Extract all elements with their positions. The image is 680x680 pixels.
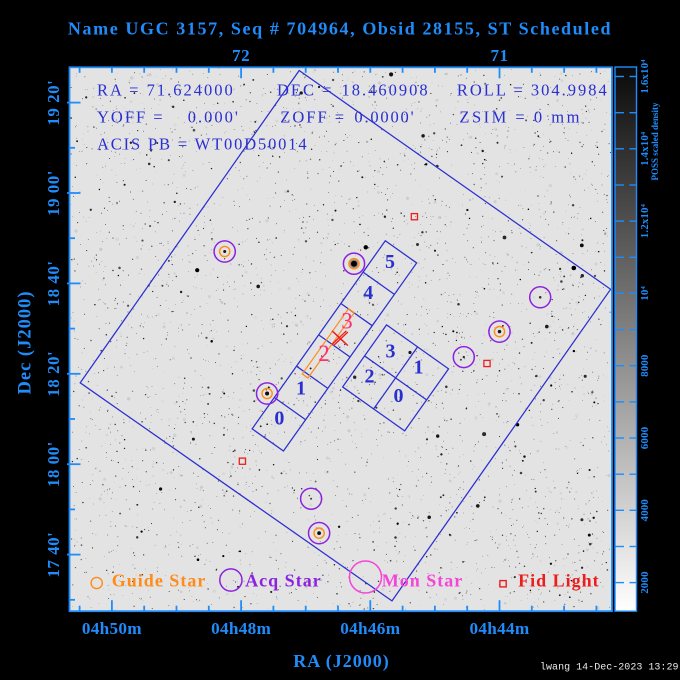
svg-text:18 00': 18 00' [44, 441, 63, 487]
svg-text:ROLL = 304.9984: ROLL = 304.9984 [457, 81, 609, 100]
svg-text:Acq Star: Acq Star [245, 571, 322, 591]
svg-text:71: 71 [491, 46, 509, 65]
svg-text:5: 5 [385, 251, 395, 273]
svg-text:17 40': 17 40' [44, 532, 63, 578]
svg-text:72: 72 [232, 46, 250, 65]
svg-text:0.000': 0.000' [188, 108, 240, 127]
svg-text:0: 0 [274, 408, 284, 430]
svg-text:04h44m: 04h44m [469, 619, 529, 638]
svg-text:1: 1 [414, 357, 424, 379]
svg-text:3: 3 [386, 341, 396, 363]
svg-text:Mon Star: Mon Star [382, 571, 464, 591]
svg-text:6000: 6000 [639, 426, 651, 449]
svg-text:04h48m: 04h48m [211, 619, 271, 638]
svg-text:1: 1 [296, 378, 306, 400]
svg-text:8000: 8000 [639, 354, 651, 377]
svg-text:Guide Star: Guide Star [112, 571, 207, 591]
svg-text:2: 2 [365, 366, 375, 388]
svg-text:3: 3 [341, 309, 353, 334]
svg-text:18 40': 18 40' [44, 260, 63, 306]
svg-text:04h50m: 04h50m [82, 619, 142, 638]
svg-text:18 20': 18 20' [44, 351, 63, 397]
svg-text:ZOFF =: ZOFF = [280, 108, 346, 127]
svg-text:1.6x10⁴: 1.6x10⁴ [639, 59, 651, 94]
svg-text:DEC =: DEC = [277, 81, 333, 100]
svg-text:RA (J2000): RA (J2000) [293, 651, 390, 672]
svg-text:POSS scaled density: POSS scaled density [650, 102, 660, 181]
svg-text:1.2x10⁴: 1.2x10⁴ [639, 203, 651, 238]
svg-text:04h46m: 04h46m [340, 619, 400, 638]
svg-text:10⁴: 10⁴ [639, 286, 651, 301]
svg-text:18.460908: 18.460908 [342, 81, 430, 100]
svg-text:YOFF =: YOFF = [97, 108, 165, 127]
svg-text:4000: 4000 [639, 499, 651, 522]
svg-text:Dec (J2000): Dec (J2000) [16, 291, 36, 395]
svg-text:ZSIM = 0 mm: ZSIM = 0 mm [459, 108, 582, 127]
svg-text:19 20': 19 20' [44, 80, 63, 126]
svg-text:RA = 71.624000: RA = 71.624000 [97, 81, 235, 100]
svg-text:1.4x10⁴: 1.4x10⁴ [639, 131, 651, 166]
svg-text:19 00': 19 00' [44, 170, 63, 216]
svg-text:2000: 2000 [639, 571, 651, 594]
svg-text:0: 0 [394, 385, 404, 407]
svg-text:2: 2 [318, 341, 330, 366]
svg-text:0.0000': 0.0000' [354, 108, 415, 127]
svg-text:Fid Light: Fid Light [518, 571, 600, 591]
svg-text:lwang 14-Dec-2023 13:29: lwang 14-Dec-2023 13:29 [540, 662, 678, 674]
svg-text:ACIS PB = WT00D50014: ACIS PB = WT00D50014 [97, 135, 308, 154]
svg-text:Name UGC 3157, Seq # 704964, O: Name UGC 3157, Seq # 704964, Obsid 28155… [68, 19, 612, 39]
svg-text:4: 4 [363, 282, 373, 304]
